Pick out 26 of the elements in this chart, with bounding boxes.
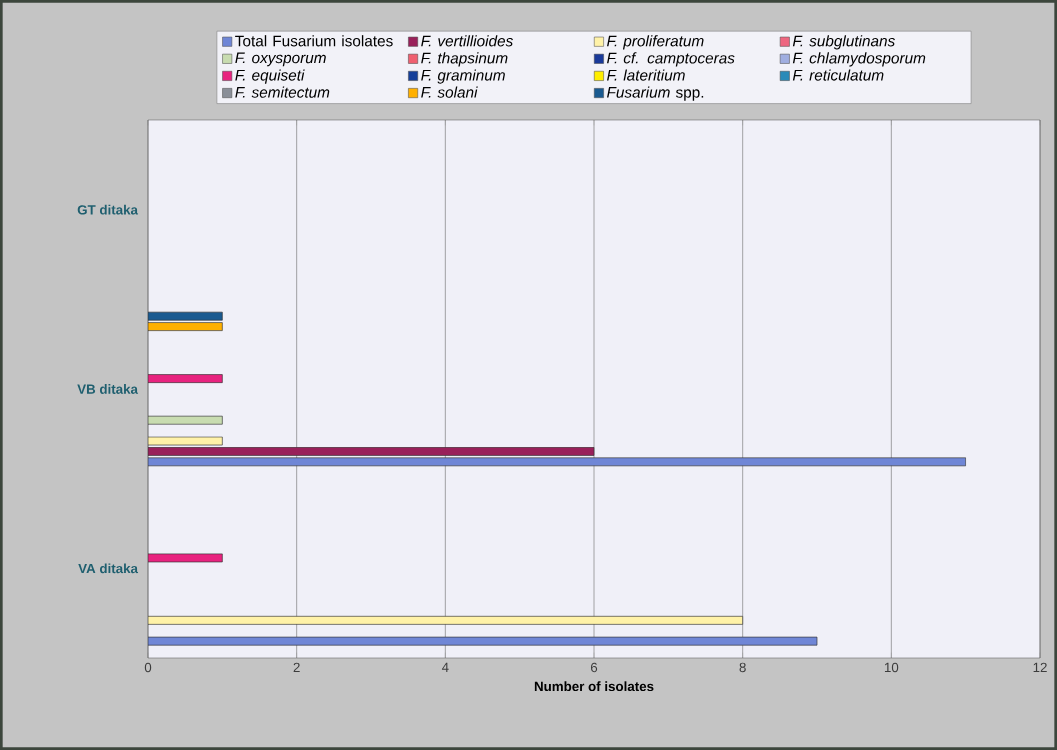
- legend-label: F. cf. camptoceras: [607, 52, 735, 67]
- legend-label: F. solani: [421, 86, 478, 98]
- x-tick-label: 4: [441, 662, 449, 672]
- x-axis-title: Number of isolates: [534, 681, 654, 692]
- legend-label: F. oxysporum: [235, 52, 326, 67]
- legend-label: Total Fusarium isolates: [235, 35, 393, 47]
- legend-label: F. thapsinum: [421, 52, 508, 67]
- legend-label: F. proliferatum: [607, 35, 704, 50]
- x-tick-label: 8: [739, 662, 746, 673]
- legend-label: F. lateritium: [607, 69, 685, 81]
- legend-label: F. graminum: [421, 69, 505, 84]
- y-tick-label: VB ditaka: [77, 384, 139, 394]
- legend-label: Fusarium spp.: [607, 86, 704, 101]
- y-tick-label: VA ditaka: [78, 563, 139, 574]
- x-tick-label: 10: [884, 662, 899, 673]
- x-tick-label: 2: [293, 662, 300, 673]
- y-tick-label: GT ditaka: [77, 204, 139, 215]
- legend-label: F. chlamydosporum: [792, 52, 926, 67]
- x-tick-label: 12: [1033, 662, 1047, 673]
- legend-label: F. semitectum: [235, 86, 330, 98]
- x-tick-label: 6: [590, 662, 598, 673]
- legend-label: F. equiseti: [235, 69, 305, 84]
- legend-label: F. reticulatum: [792, 69, 884, 81]
- legend-label: F. vertillioides: [421, 35, 513, 47]
- x-tick-label: 0: [144, 662, 152, 673]
- legend-label: F. subglutinans: [792, 35, 895, 50]
